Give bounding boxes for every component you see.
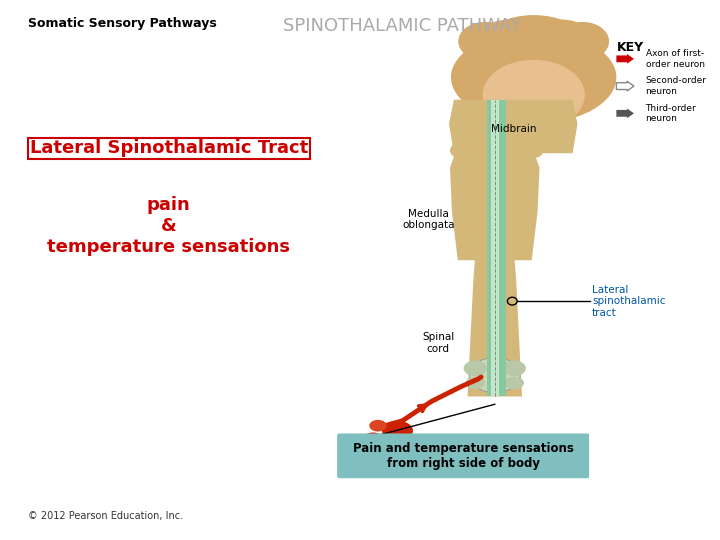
Text: Lateral
spinothalamic
tract: Lateral spinothalamic tract: [592, 285, 665, 318]
Ellipse shape: [522, 43, 600, 96]
Ellipse shape: [458, 22, 512, 61]
FancyArrow shape: [616, 109, 634, 118]
FancyBboxPatch shape: [337, 434, 589, 478]
FancyArrow shape: [616, 54, 634, 64]
Text: Axon of first-
order neuron: Axon of first- order neuron: [646, 49, 705, 69]
Text: Lateral Spinothalamic Tract: Lateral Spinothalamic Tract: [30, 139, 308, 157]
Polygon shape: [499, 100, 506, 396]
Ellipse shape: [505, 376, 524, 389]
Ellipse shape: [487, 143, 506, 158]
Polygon shape: [467, 255, 522, 396]
Text: Midbrain: Midbrain: [492, 124, 537, 134]
Text: KEY: KEY: [616, 42, 644, 55]
Text: Somatic Sensory Pathways: Somatic Sensory Pathways: [27, 17, 217, 30]
Polygon shape: [491, 100, 499, 396]
Text: SPINOTHALAMIC PATHWAY: SPINOTHALAMIC PATHWAY: [283, 17, 521, 35]
Ellipse shape: [464, 361, 487, 376]
Ellipse shape: [469, 357, 520, 393]
Text: pain
&
temperature sensations: pain & temperature sensations: [48, 197, 290, 256]
Ellipse shape: [470, 41, 548, 94]
Polygon shape: [450, 151, 539, 260]
Ellipse shape: [524, 19, 598, 73]
Text: Third-order
neuron: Third-order neuron: [646, 104, 696, 123]
Ellipse shape: [503, 361, 526, 376]
Polygon shape: [487, 100, 495, 396]
Ellipse shape: [450, 143, 469, 158]
Ellipse shape: [482, 60, 585, 130]
Ellipse shape: [369, 420, 387, 431]
Ellipse shape: [469, 143, 488, 158]
Polygon shape: [449, 100, 577, 153]
Ellipse shape: [382, 421, 413, 440]
Text: Second-order
neuron: Second-order neuron: [646, 76, 706, 96]
Ellipse shape: [524, 143, 544, 158]
Text: Medulla
oblongata: Medulla oblongata: [402, 208, 455, 230]
Ellipse shape: [487, 15, 580, 62]
FancyArrow shape: [616, 81, 634, 91]
Ellipse shape: [362, 433, 384, 446]
Ellipse shape: [451, 31, 616, 124]
Text: Pain and temperature sensations
from right side of body: Pain and temperature sensations from rig…: [353, 442, 574, 470]
Text: © 2012 Pearson Education, Inc.: © 2012 Pearson Education, Inc.: [27, 511, 183, 521]
Ellipse shape: [466, 376, 485, 389]
Ellipse shape: [505, 143, 525, 158]
Ellipse shape: [473, 19, 546, 73]
Ellipse shape: [556, 22, 609, 61]
Text: Spinal
cord: Spinal cord: [422, 332, 454, 354]
